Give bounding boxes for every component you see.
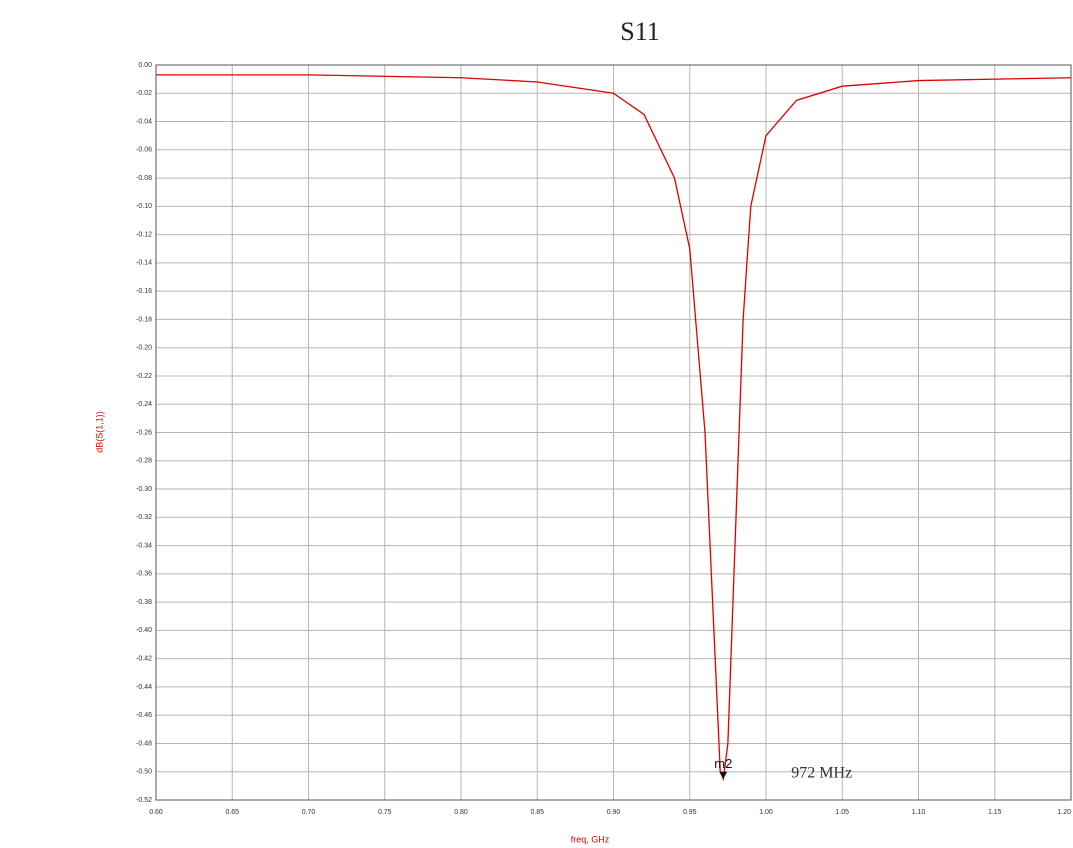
y-tick-label: 0.00 xyxy=(138,62,152,69)
marker-label: m2 xyxy=(714,756,732,771)
y-tick-label: -0.50 xyxy=(136,769,152,776)
data-line xyxy=(156,74,1072,782)
x-tick-label: 1.10 xyxy=(912,809,926,816)
y-tick-label: -0.32 xyxy=(136,514,152,521)
y-tick-label: -0.44 xyxy=(136,684,152,691)
x-tick-label: 1.00 xyxy=(759,809,773,816)
y-tick-label: -0.48 xyxy=(136,740,152,747)
x-tick-label: 1.15 xyxy=(988,809,1002,816)
marker xyxy=(719,771,728,779)
y-tick-label: -0.30 xyxy=(136,486,152,493)
y-tick-label: -0.24 xyxy=(136,401,152,408)
x-tick-label: 0.65 xyxy=(225,809,239,816)
y-tick-label: -0.06 xyxy=(136,147,152,154)
y-tick-label: -0.36 xyxy=(136,571,152,578)
y-tick-label: -0.18 xyxy=(136,316,152,323)
y-tick-label: -0.34 xyxy=(136,542,152,549)
y-axis-label: dB(S(1,1)) xyxy=(94,411,104,453)
y-tick-label: -0.04 xyxy=(136,118,152,125)
y-tick-label: -0.14 xyxy=(136,260,152,267)
x-tick-label: 1.20 xyxy=(1057,809,1071,816)
y-tick-label: -0.10 xyxy=(136,203,152,210)
y-tick-label: -0.26 xyxy=(136,429,152,436)
x-tick-label: 0.70 xyxy=(302,809,316,816)
y-tick-label: -0.22 xyxy=(136,373,152,380)
chart-title: S11 xyxy=(620,17,660,46)
y-tick-label: -0.20 xyxy=(136,345,152,352)
y-tick-label: -0.38 xyxy=(136,599,152,606)
x-tick-label: 0.80 xyxy=(454,809,468,816)
y-tick-label: -0.52 xyxy=(136,797,152,804)
y-tick-label: -0.46 xyxy=(136,712,152,719)
x-tick-label: 0.95 xyxy=(683,809,697,816)
plot-frame xyxy=(155,64,1072,801)
x-tick-label: 0.75 xyxy=(378,809,392,816)
x-tick-label: 0.60 xyxy=(149,809,163,816)
x-axis-label: freq, GHz xyxy=(571,834,610,844)
y-tick-label: -0.28 xyxy=(136,458,152,465)
x-tick-label: 0.85 xyxy=(530,809,544,816)
y-tick-label: -0.12 xyxy=(136,231,152,238)
marker-annotation: 972 MHz xyxy=(791,764,852,781)
y-tick-label: -0.08 xyxy=(136,175,152,182)
y-tick-label: -0.16 xyxy=(136,288,152,295)
y-tick-label: -0.42 xyxy=(136,655,152,662)
y-tick-label: -0.02 xyxy=(136,90,152,97)
x-tick-label: 1.05 xyxy=(835,809,849,816)
x-tick-label: 0.90 xyxy=(607,809,621,816)
y-tick-label: -0.40 xyxy=(136,627,152,634)
